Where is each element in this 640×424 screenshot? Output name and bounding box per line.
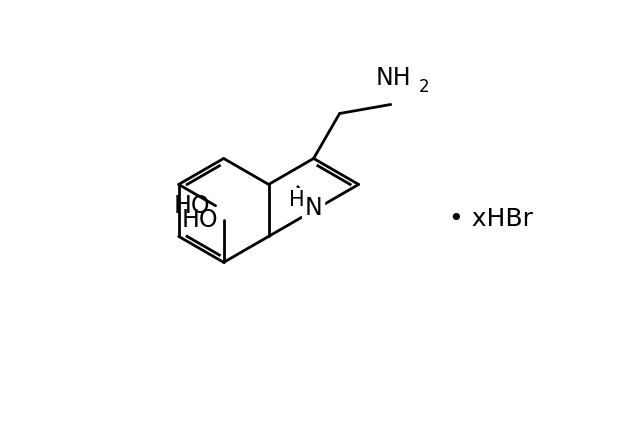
Text: HO: HO [182, 208, 219, 232]
Text: • xHBr: • xHBr [449, 207, 533, 231]
Text: N: N [305, 196, 323, 220]
Text: H: H [289, 190, 304, 209]
Text: HO: HO [174, 194, 211, 218]
Text: NH: NH [376, 66, 411, 89]
Text: 2: 2 [419, 78, 429, 95]
